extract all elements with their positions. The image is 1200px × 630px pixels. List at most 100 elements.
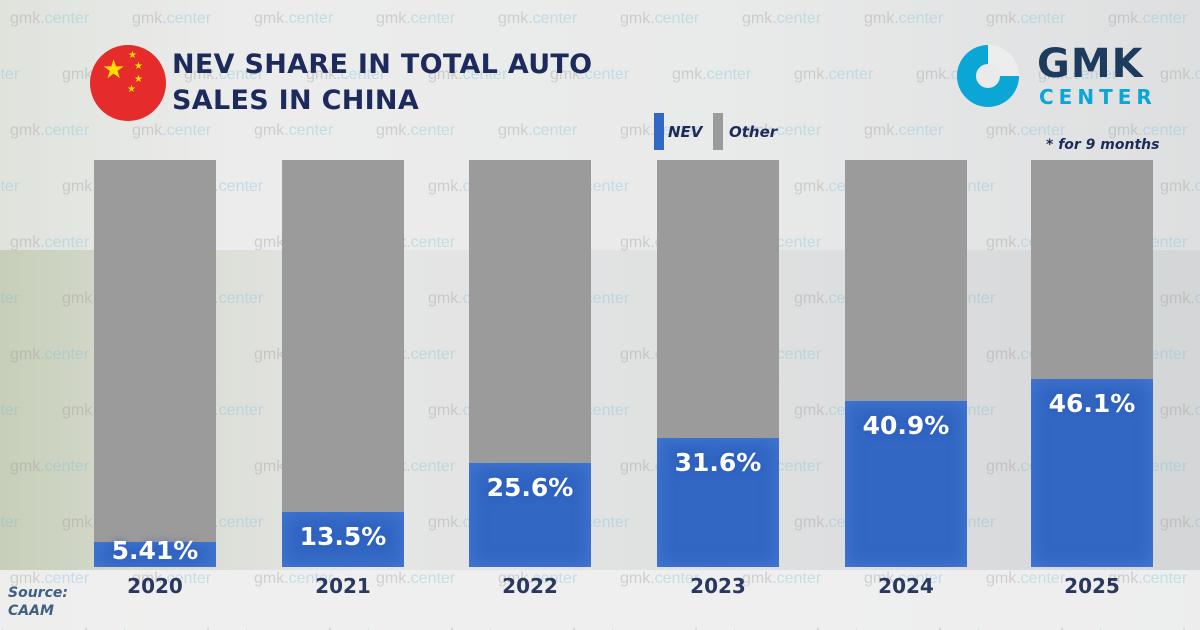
watermark: gmk.center (10, 234, 90, 251)
watermark: gmk.center (550, 66, 630, 83)
legend-label-nev: NEV (668, 122, 703, 141)
watermark: gmk.center (1160, 178, 1200, 195)
bar-other: 46.1% (1031, 160, 1153, 567)
bar-nev (845, 400, 967, 567)
legend-label-other: Other (729, 122, 778, 141)
watermark: gmk.center (1108, 10, 1188, 27)
watermark: gmk.center (376, 10, 456, 27)
logo-ring-icon (957, 45, 1019, 107)
watermark: gmk.center (376, 570, 456, 587)
watermark: gmk.center (498, 570, 578, 587)
data-label: 31.6% (674, 448, 762, 478)
watermark: gmk.center (672, 626, 751, 630)
watermark: gmk.center (254, 570, 334, 587)
logo-text-center: CENTER (1039, 85, 1157, 109)
watermark: gmk.center (672, 66, 752, 83)
bar-other: 5.41% (94, 160, 216, 567)
watermark: gmk.center (1160, 66, 1200, 83)
watermark: gmk.center (620, 122, 700, 139)
title-line-1: NEV SHARE IN TOTAL AUTO (172, 49, 593, 80)
watermark: gmk.center (376, 122, 456, 139)
watermark: gmk.center (864, 570, 944, 587)
watermark: gmk.center (254, 10, 334, 27)
watermark: gmk.center (742, 122, 822, 139)
watermark: gmk.center (10, 570, 90, 587)
watermark: gmk.center (1160, 290, 1200, 307)
watermark: gmk.center (10, 10, 90, 27)
bar-other: 25.6% (469, 160, 591, 567)
legend-other: Other (713, 113, 777, 150)
x-tick-label: 2024 (878, 574, 934, 598)
watermark: gmk.center (10, 346, 90, 363)
watermark: gmk.center (428, 626, 507, 630)
watermark: gmk.center (620, 10, 700, 27)
watermark: gmk.center (916, 626, 995, 630)
bar-other: 31.6% (657, 160, 779, 567)
watermark: gmk.center (742, 570, 822, 587)
legend-swatch-other (713, 113, 723, 150)
legend-swatch-nev (654, 113, 664, 150)
watermark: gmk.center (794, 626, 873, 630)
watermark: gmk.center (1108, 122, 1188, 139)
bar-nev (469, 462, 591, 567)
watermark: gmk.center (0, 514, 20, 531)
footer-band (0, 570, 1200, 630)
watermark: gmk.center (0, 178, 20, 195)
bar-nev (657, 438, 779, 567)
bar-nev (94, 542, 216, 567)
watermark: gmk.center (1038, 626, 1117, 630)
china-flag-icon: ★ ★ ★ ★ ★ (90, 45, 166, 121)
watermark: gmk.center (0, 626, 19, 630)
watermark: gmk.center (306, 66, 386, 83)
watermark: gmk.center (498, 122, 578, 139)
source-label: Source: (8, 585, 68, 601)
legend-nev: NEV (654, 113, 702, 150)
data-label: 25.6% (486, 472, 574, 502)
footnote: * for 9 months (1046, 137, 1160, 153)
watermark: gmk.center (10, 122, 90, 139)
watermark: gmk.center (1160, 626, 1200, 630)
title-line-2: SALES IN CHINA (172, 85, 420, 116)
data-label: 46.1% (1048, 389, 1136, 419)
source: Source: CAAM (8, 584, 68, 620)
watermark: gmk.center (1038, 66, 1118, 83)
x-tick-label: 2025 (1064, 574, 1120, 598)
logo-text-gmk: GMK (1037, 41, 1144, 87)
watermark: gmk.center (184, 66, 264, 83)
watermark: gmk.center (986, 10, 1066, 27)
watermark: gmk.center (1160, 514, 1200, 531)
source-value: CAAM (8, 603, 54, 619)
data-label: 13.5% (299, 522, 387, 552)
watermark: gmk.center (132, 570, 212, 587)
watermark: gmk.center (62, 626, 141, 630)
x-tick-label: 2021 (315, 574, 371, 598)
x-tick-label: 2023 (690, 574, 746, 598)
watermark: gmk.center (1160, 402, 1200, 419)
chart-title: NEV SHARE IN TOTAL AUTO SALES IN CHINA (172, 47, 592, 119)
watermark: gmk.center (306, 626, 385, 630)
watermark: gmk.center (428, 66, 508, 83)
watermark: gmk.center (620, 570, 700, 587)
watermark: gmk.center (742, 10, 822, 27)
watermark: gmk.center (132, 122, 212, 139)
bar-other: 40.9% (845, 160, 967, 567)
watermark: gmk.center (794, 66, 874, 83)
watermark: gmk.center (10, 458, 90, 475)
watermark: gmk.center (254, 122, 334, 139)
data-label: 40.9% (862, 410, 950, 440)
x-tick-label: 2020 (127, 574, 183, 598)
watermark: gmk.center (550, 626, 629, 630)
watermark: gmk.center (986, 570, 1066, 587)
watermark: gmk.center (864, 10, 944, 27)
watermark: gmk.center (0, 66, 20, 83)
x-tick-label: 2022 (502, 574, 558, 598)
watermark: gmk.center (0, 402, 20, 419)
bar-nev (282, 512, 404, 567)
bar-other: 13.5% (282, 160, 404, 567)
bar-nev (1031, 379, 1153, 567)
data-label: 5.41% (111, 536, 199, 565)
watermark: gmk.center (986, 122, 1066, 139)
watermark: gmk.center (498, 10, 578, 27)
watermark: gmk.center (864, 122, 944, 139)
